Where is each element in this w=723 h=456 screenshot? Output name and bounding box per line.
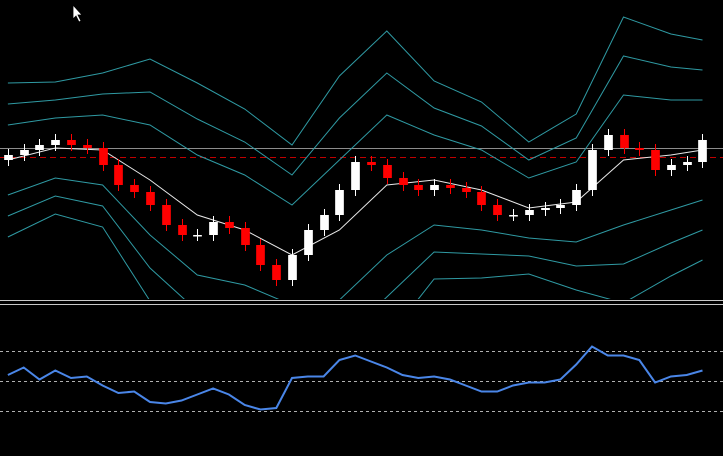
candle-body [667, 165, 676, 170]
candle-body [698, 140, 707, 162]
mouse-cursor [72, 3, 83, 23]
moving-average [7, 147, 703, 256]
band-line [7, 94, 703, 206]
candle-body [35, 145, 44, 150]
candle-body [462, 188, 471, 192]
candle-body [509, 215, 518, 217]
candle-body [130, 185, 139, 192]
oscillator-line [7, 345, 703, 411]
candle-body [446, 185, 455, 188]
candle-body [414, 185, 423, 190]
candle-body [541, 208, 550, 210]
candle-body [209, 222, 218, 235]
candle-body [651, 150, 660, 170]
price-panel [0, 16, 723, 299]
candle-body [320, 215, 329, 230]
candle-body [178, 225, 187, 235]
band-line [7, 55, 703, 176]
candle-body [256, 245, 265, 265]
candle-body [556, 205, 565, 208]
candle-body [430, 185, 439, 190]
candle-body [635, 148, 644, 150]
candle-body [604, 135, 613, 150]
candle-body [193, 235, 202, 237]
candle-body [477, 192, 486, 205]
candle-body [225, 222, 234, 228]
candle-body [383, 165, 392, 178]
band-line [7, 177, 703, 299]
candle-body [572, 190, 581, 205]
band-line [7, 16, 703, 146]
candle-body [493, 205, 502, 215]
candle-body [162, 205, 171, 225]
candle-body [588, 150, 597, 190]
candle-body [20, 150, 29, 155]
candle-body [335, 190, 344, 215]
band-line [7, 213, 703, 299]
candle-body [67, 140, 76, 145]
candle-body [288, 255, 297, 280]
candle-body [146, 192, 155, 205]
oscillator-panel [0, 345, 723, 412]
candle-body [51, 140, 60, 145]
band-line [7, 195, 703, 299]
candle-body [114, 165, 123, 185]
candle-body [399, 178, 408, 185]
candle-body [620, 135, 629, 148]
candle-body [4, 155, 13, 160]
candle-body [304, 230, 313, 255]
candle-body [241, 228, 250, 245]
candle-body [367, 162, 376, 165]
candle-body [99, 148, 108, 165]
candle-body [525, 210, 534, 215]
candle-body [272, 265, 281, 280]
candle-body [683, 162, 692, 165]
candle-body [83, 145, 92, 148]
candle-body [351, 162, 360, 190]
